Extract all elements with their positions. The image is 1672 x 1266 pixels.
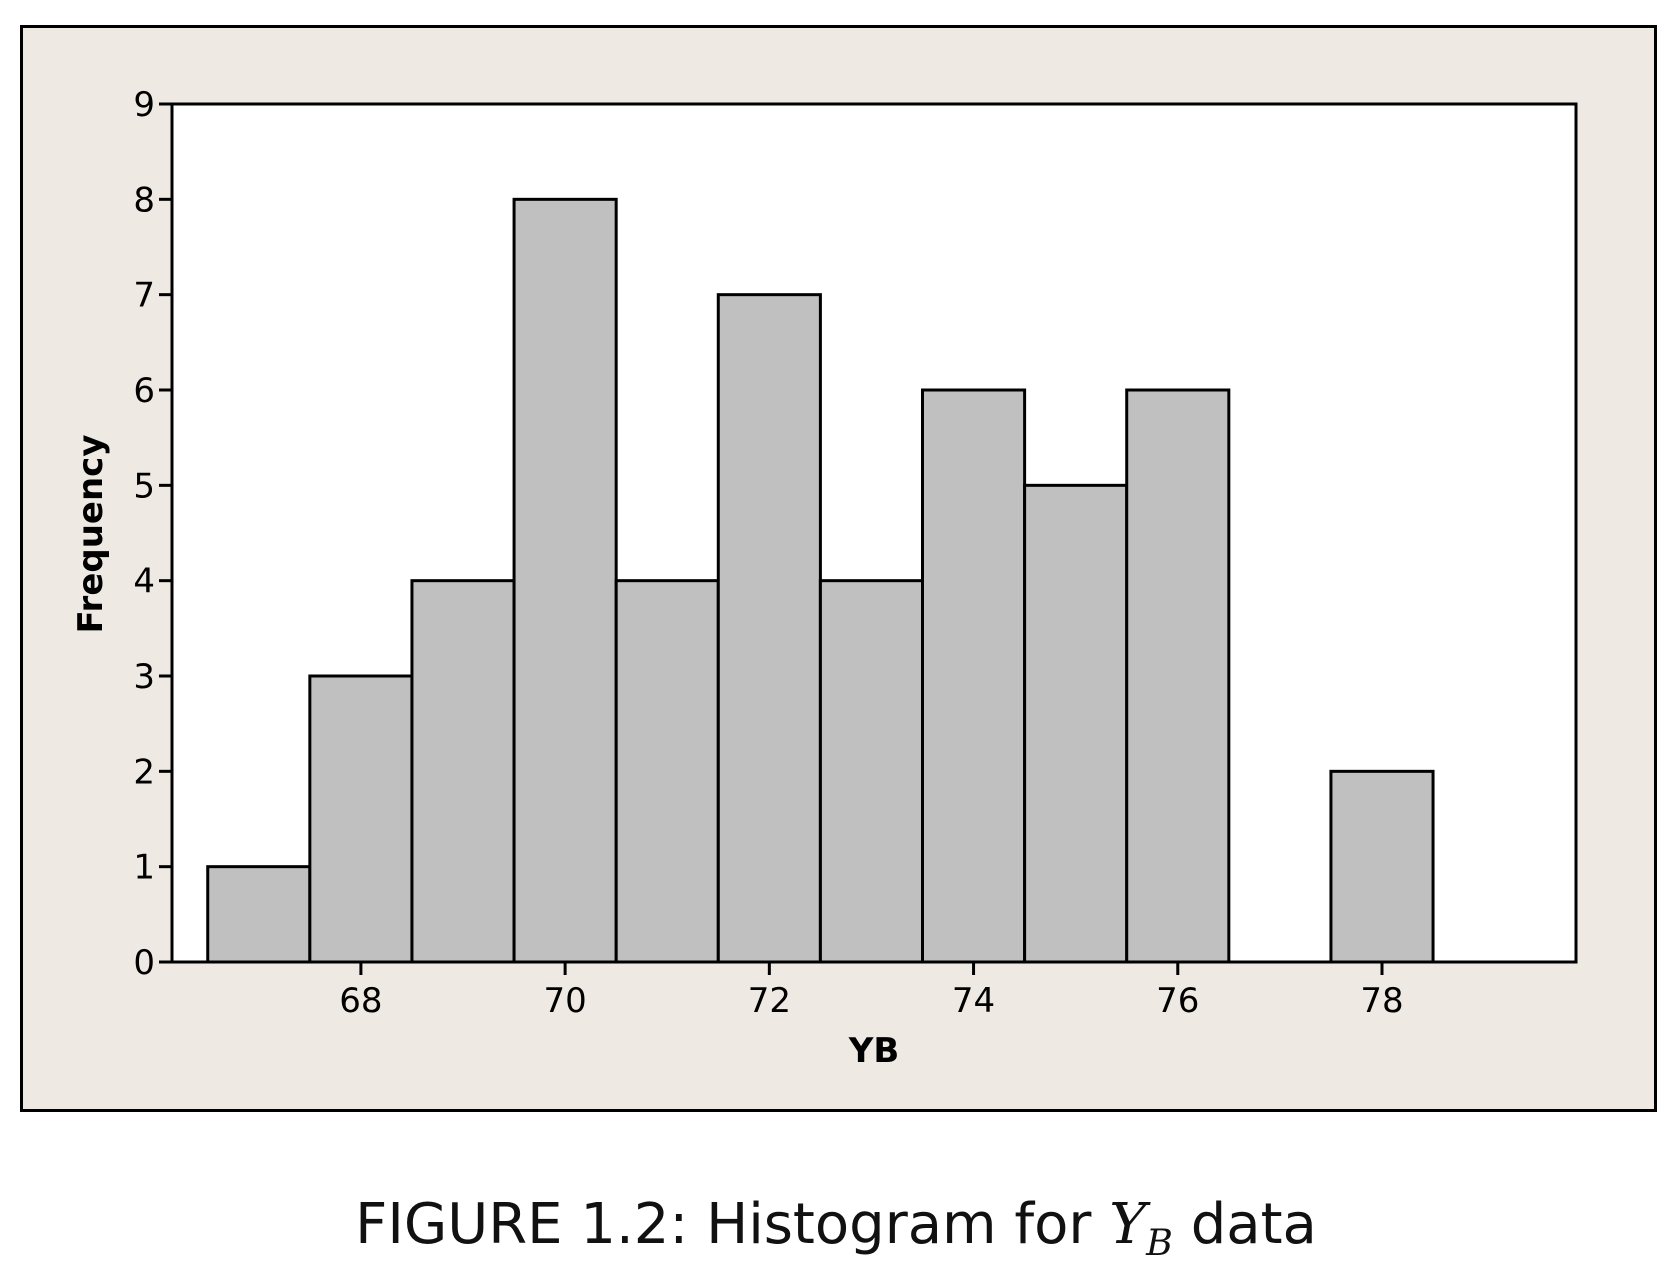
y-axis: 0 1 2 3 4 5 6 7 8 9 [133,85,172,983]
histogram-bar-78 [1329,769,1435,964]
x-tick-label-68: 68 [339,981,382,1021]
y-tick-label-2: 2 [133,752,155,792]
figure-caption: FIGURE 1.2: Histogram for YB data [0,1192,1672,1264]
x-axis: 68 70 72 74 76 78 [339,962,1404,1021]
caption-math-subscript: B [1146,1221,1173,1265]
histogram-bar-73 [818,579,925,964]
y-tick-label-4: 4 [133,562,155,602]
x-tick-label-76: 76 [1156,981,1199,1021]
histogram-bar-74 [921,388,1027,964]
histogram-bar-76 [1125,388,1231,964]
x-axis-title: YB [848,1031,900,1071]
x-tick-label-72: 72 [748,981,791,1021]
x-tick-label-74: 74 [952,981,995,1021]
histogram-bar-71 [614,579,720,964]
histogram-bar-75 [1023,483,1129,964]
caption-text: Histogram for [706,1192,1092,1257]
x-tick-label-78: 78 [1360,981,1403,1021]
histogram-bar-67 [206,865,312,964]
y-tick-label-0: 0 [133,943,155,983]
y-tick-label-7: 7 [133,276,155,316]
caption-text-after: data [1190,1192,1317,1257]
y-tick-label-1: 1 [133,848,155,888]
caption-math-letter: Y [1109,1192,1147,1257]
histogram-bar-72 [716,293,822,964]
histogram-bar-68 [308,674,414,964]
histogram-bar-70 [512,197,618,964]
bars-layer [206,197,1435,964]
caption-math-symbol: YB [1109,1192,1173,1264]
y-tick-label-3: 3 [133,657,155,697]
x-tick-label-70: 70 [543,981,586,1021]
y-tick-label-9: 9 [133,85,155,125]
y-tick-label-8: 8 [133,180,155,220]
histogram-bar-69 [410,579,516,964]
y-tick-label-6: 6 [133,371,155,411]
y-tick-label-5: 5 [133,466,155,506]
y-axis-title: Frequency [71,434,111,633]
caption-label: FIGURE 1.2: [355,1192,689,1257]
